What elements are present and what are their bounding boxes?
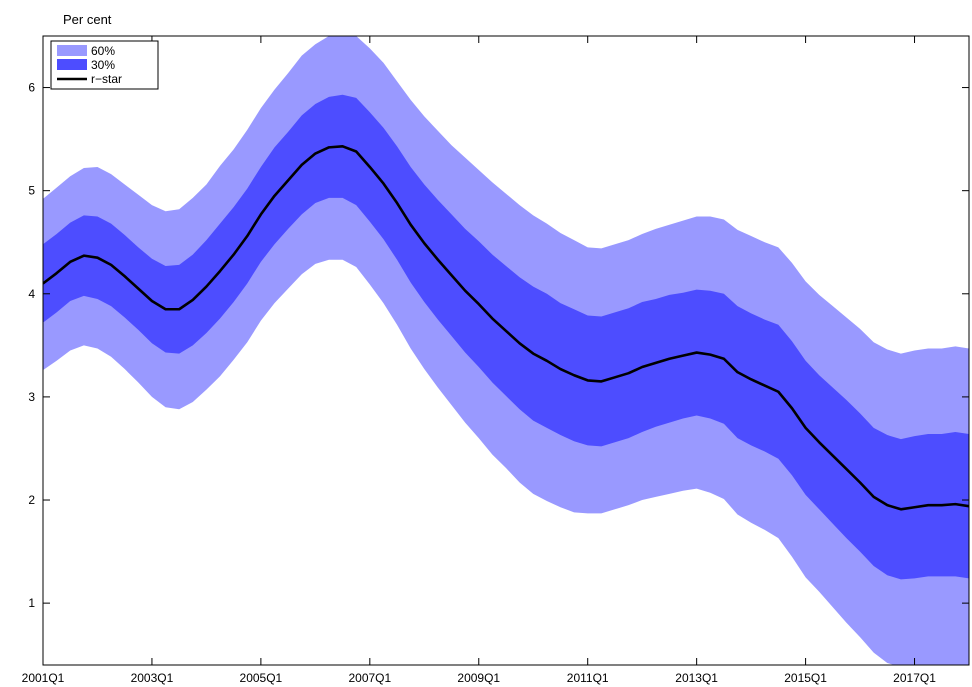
y-tick-label: 4 bbox=[28, 287, 35, 301]
line-layer bbox=[43, 145, 969, 511]
band-30-percent bbox=[43, 94, 969, 580]
legend-label: 30% bbox=[91, 58, 115, 72]
y-tick-label: 3 bbox=[28, 390, 35, 404]
x-tick-label: 2007Q1 bbox=[348, 671, 391, 685]
legend: 60%30%r−star bbox=[50, 40, 159, 90]
x-tick-label: 2017Q1 bbox=[893, 671, 936, 685]
axes-layer: 2001Q1 2003Q1 2005Q1 2007Q1 2009Q1 2011Q1 2013… bbox=[22, 35, 970, 685]
y-tick-label: 6 bbox=[28, 81, 35, 95]
x-tick-label: 2015Q1 bbox=[784, 671, 827, 685]
plot-frame bbox=[42, 35, 970, 666]
legend-label: 60% bbox=[91, 44, 115, 58]
x-tick-label: 2003Q1 bbox=[131, 671, 174, 685]
bands-layer bbox=[43, 36, 969, 665]
x-tick-label: 2001Q1 bbox=[22, 671, 65, 685]
legend-swatch bbox=[57, 59, 87, 70]
x-tick-label: 2011Q1 bbox=[567, 671, 609, 685]
y-axis-label: Per cent bbox=[63, 12, 112, 27]
r-star-line bbox=[43, 145, 969, 511]
x-tick-label: 2009Q1 bbox=[457, 671, 500, 685]
y-tick-label: 1 bbox=[28, 596, 35, 610]
y-tick-label: 5 bbox=[28, 184, 35, 198]
y-tick-label: 2 bbox=[28, 493, 35, 507]
x-tick-label: 2013Q1 bbox=[675, 671, 718, 685]
legend-swatch bbox=[57, 45, 87, 56]
x-tick-label: 2005Q1 bbox=[240, 671, 283, 685]
legend-label: r−star bbox=[91, 72, 122, 86]
